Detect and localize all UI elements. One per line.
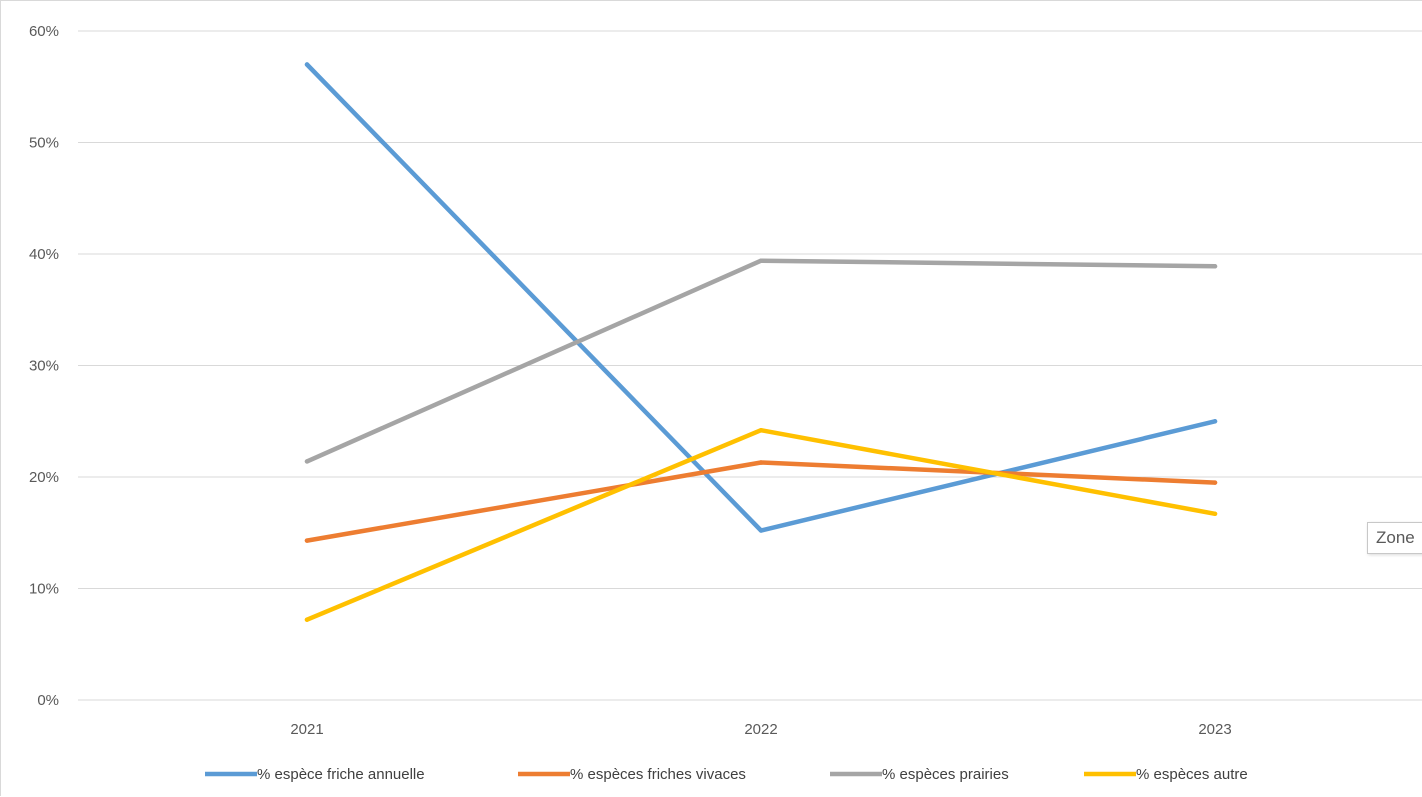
data-point[interactable] [758, 460, 764, 465]
data-point[interactable] [1212, 419, 1218, 424]
series-lines [304, 62, 1218, 622]
data-point[interactable] [304, 62, 310, 67]
data-point[interactable] [304, 617, 310, 622]
data-point[interactable] [1212, 264, 1218, 269]
data-point[interactable] [1212, 480, 1218, 485]
data-point[interactable] [304, 538, 310, 543]
x-axis-tick-labels: 2021 2022 2023 [290, 721, 1231, 738]
y-axis-tick-labels: 0% 10% 20% 30% 40% 50% 60% [29, 23, 59, 709]
data-point[interactable] [304, 459, 310, 464]
gridlines [78, 30, 1422, 701]
legend-label: % espèces autre [1136, 766, 1248, 783]
legend-label: % espèces friches vivaces [570, 766, 746, 783]
tooltip-label: Zone [1376, 528, 1415, 547]
x-tick-label: 2022 [744, 721, 777, 738]
zone-tooltip: Zone [1367, 522, 1422, 554]
legend: % espèce friche annuelle % espèces friche… [205, 766, 1248, 783]
y-tick-label: 30% [29, 358, 59, 375]
legend-label: % espèce friche annuelle [257, 766, 425, 783]
data-point[interactable] [758, 258, 764, 263]
y-tick-label: 20% [29, 469, 59, 486]
y-tick-label: 10% [29, 581, 59, 598]
data-point[interactable] [1212, 511, 1218, 516]
x-tick-label: 2021 [290, 721, 323, 738]
data-point[interactable] [758, 528, 764, 533]
y-tick-label: 0% [37, 692, 59, 709]
y-tick-label: 40% [29, 246, 59, 263]
x-tick-label: 2023 [1198, 721, 1231, 738]
data-point[interactable] [758, 428, 764, 433]
y-tick-label: 60% [29, 23, 59, 40]
y-tick-label: 50% [29, 135, 59, 152]
legend-label: % espèces prairies [882, 766, 1009, 783]
series-line-4[interactable] [304, 427, 1218, 622]
